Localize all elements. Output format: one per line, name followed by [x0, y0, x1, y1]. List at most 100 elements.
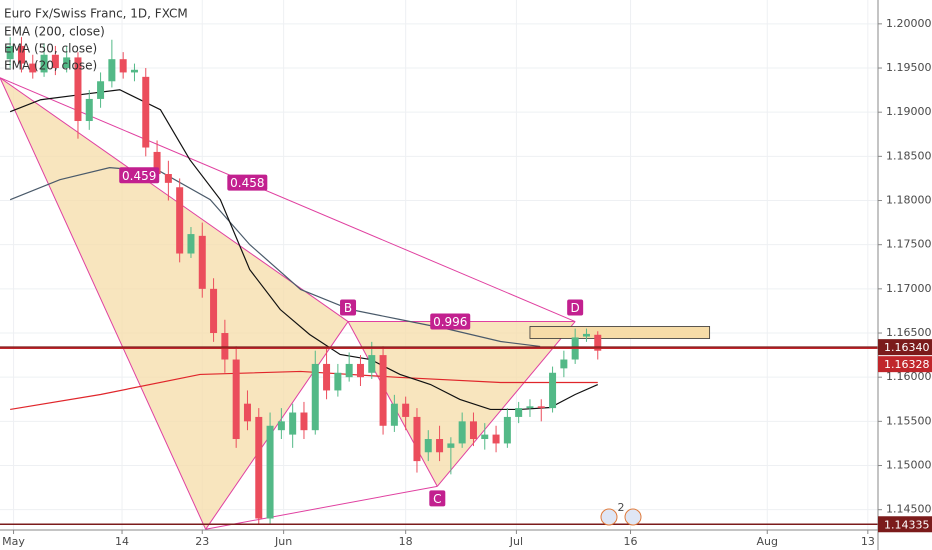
candle-body: [108, 59, 116, 82]
candle-body: [63, 57, 71, 69]
ratio-label: 0.996: [433, 315, 467, 329]
candle-body: [198, 235, 206, 289]
ratio-badge: 0.996: [430, 313, 471, 330]
y-tick-label: 1.19500: [886, 61, 932, 74]
ratio-badge: 0.458: [227, 174, 268, 191]
candle-body: [413, 416, 421, 462]
candle-body: [447, 443, 455, 448]
candle-body: [85, 98, 93, 122]
candle-body: [29, 63, 37, 73]
candle-body: [51, 54, 59, 69]
candle-body: [594, 334, 602, 351]
x-tick-label: 16: [624, 535, 638, 548]
event-icon: [600, 508, 618, 526]
candle-body: [469, 421, 477, 440]
y-tick-label: 1.17500: [886, 238, 932, 251]
ratio-label: 0.459: [122, 169, 156, 183]
pattern-fill: [0, 77, 349, 530]
y-tick-label: 1.19000: [886, 105, 932, 118]
pattern-leg: [0, 77, 576, 322]
pattern-fill: [348, 321, 576, 487]
candle-body: [119, 59, 127, 73]
event-count: 2: [618, 501, 625, 514]
candle-body: [436, 439, 444, 453]
candle-body: [17, 45, 25, 64]
candle-body: [334, 372, 342, 391]
ema-line: [10, 370, 598, 411]
point-label: D: [571, 301, 580, 315]
candle-body: [255, 416, 263, 519]
ema-line: [9, 167, 541, 348]
legend-entry: EMA (200, close): [4, 25, 105, 39]
price-label: 1.16328: [884, 358, 930, 371]
x-tick-label: 13: [861, 535, 875, 548]
candle-body: [277, 421, 285, 431]
price-badge: [878, 516, 932, 533]
candle-body: [323, 363, 331, 391]
y-tick-label: 1.16000: [886, 370, 932, 383]
candle-body: [74, 57, 82, 122]
candle-body: [6, 45, 14, 60]
ratio-badge: 0.459: [119, 167, 160, 184]
pattern-leg: [0, 77, 207, 530]
candle-body: [97, 81, 105, 99]
candle-body: [289, 412, 297, 435]
y-tick-label: 1.16500: [886, 326, 932, 339]
axes: 1.14500 1.15000 1.15500 1.16000 1.16500 1.170…: [2, 17, 932, 548]
x-tick-label: 14: [115, 535, 129, 548]
point-box: [429, 490, 446, 507]
price-badge: [878, 356, 932, 373]
candle-body: [130, 69, 138, 73]
ratio-label: 0.458: [230, 176, 264, 190]
candle-body: [232, 359, 240, 440]
candle-body: [300, 412, 308, 431]
ratio-box: [430, 313, 471, 330]
chart-title: Euro Fx/Swiss Franc, 1D, FXCM: [4, 7, 188, 21]
candle-body: [266, 425, 274, 519]
legend-entry: EMA (50, close): [4, 42, 97, 56]
candle-body: [210, 288, 218, 334]
y-tick-label: 1.17000: [886, 282, 932, 295]
y-tick-label: 1.15500: [886, 414, 932, 427]
candle-body: [560, 359, 568, 369]
candle-body: [142, 76, 150, 148]
x-tick-label: May: [2, 535, 25, 548]
x-tick-label: Jul: [509, 535, 523, 548]
price-badge: [878, 339, 932, 356]
candle-body: [481, 434, 489, 440]
pattern-leg: [205, 321, 349, 530]
plot-area: 0.459 0.458 0.996 B C D: [0, 37, 878, 530]
x-tick-label: 23: [195, 535, 209, 548]
y-tick-label: 1.18000: [886, 194, 932, 207]
candle-body: [221, 333, 229, 360]
candle-body: [424, 439, 432, 453]
candle-body: [243, 403, 251, 422]
y-tick-label: 1.18500: [886, 149, 932, 162]
x-tick-label: Jun: [274, 535, 292, 548]
pattern-leg: [205, 485, 438, 530]
candle-body: [492, 434, 500, 444]
point-box: [340, 299, 357, 316]
candle-body: [390, 403, 398, 426]
point-label: B: [344, 301, 352, 315]
candle-body: [345, 363, 353, 378]
candle-body: [368, 355, 376, 373]
candle-body: [458, 421, 466, 444]
candle-body: [526, 406, 534, 409]
candle-body: [537, 406, 545, 409]
y-tick-label: 1.15000: [886, 459, 932, 472]
point-box: [567, 299, 584, 316]
y-tick-label: 1.14500: [886, 503, 932, 516]
candle-body: [402, 403, 410, 417]
candle-body: [153, 151, 161, 175]
price-label: 1.16340: [884, 341, 930, 354]
ratio-box: [227, 174, 268, 191]
x-tick-label: Aug: [757, 535, 778, 548]
y-tick-label: 1.20000: [886, 17, 932, 30]
event-icon: [624, 508, 642, 526]
ema-line: [9, 89, 599, 411]
point-label: C: [433, 492, 441, 506]
candle-body: [176, 187, 184, 254]
candle-body: [311, 363, 319, 431]
